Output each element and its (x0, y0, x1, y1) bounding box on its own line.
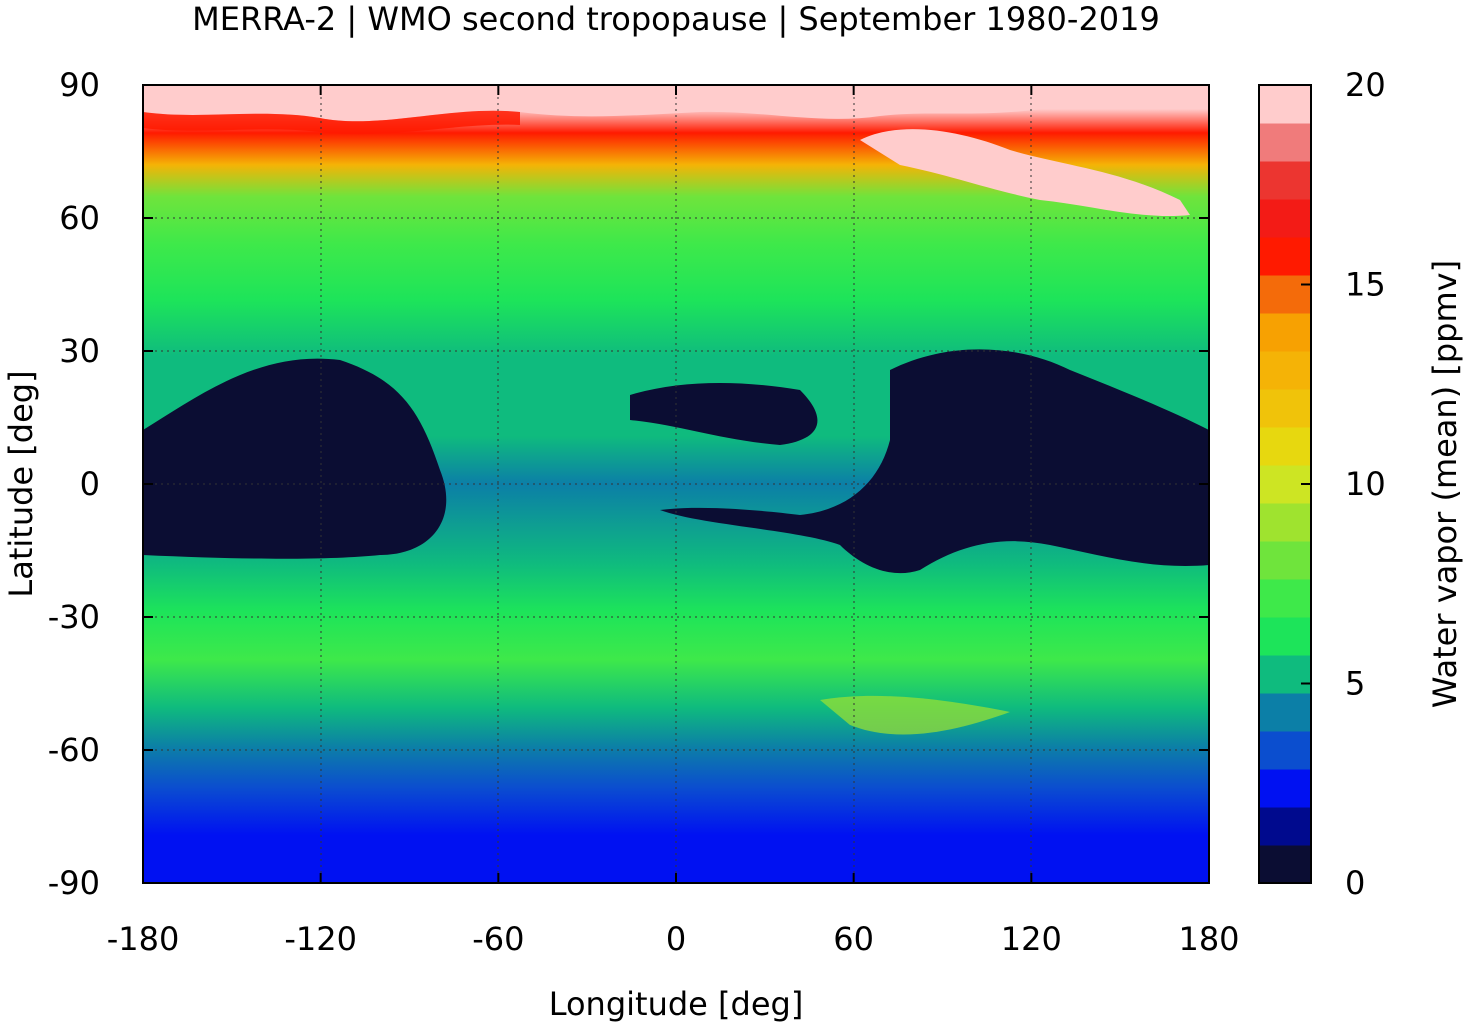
colorbar-tick-label: 5 (1345, 665, 1365, 703)
x-tick-label: 120 (1001, 920, 1062, 958)
y-tick-label: 30 (59, 332, 100, 370)
siberia-high-vapor (860, 129, 1190, 217)
colorbar-swatch (1259, 85, 1311, 124)
colorbar-swatch (1259, 541, 1311, 580)
colorbar-swatch (1259, 845, 1311, 884)
grid (143, 85, 1209, 883)
arctic-red-fringe (143, 110, 520, 135)
tropical-dry-band-africa (630, 383, 818, 445)
y-tick-label: -90 (48, 864, 100, 902)
colorbar-tick-label: 10 (1345, 465, 1386, 503)
colorbar-swatch (1259, 275, 1311, 314)
colorbar-swatch (1259, 427, 1311, 466)
colorbar-swatch (1259, 693, 1311, 732)
colorbar-swatch (1259, 769, 1311, 808)
colorbar-axis: 0 5 10 15 20 (1301, 66, 1386, 902)
colorbar-swatch (1259, 807, 1311, 846)
tropical-dry-band-asia (660, 349, 1209, 574)
y-tick-label: -60 (48, 731, 100, 769)
colorbar-swatch (1259, 123, 1311, 162)
colorbar-tick-label: 0 (1345, 864, 1365, 902)
colorbar-swatch (1259, 237, 1311, 276)
colorbar-swatch (1259, 503, 1311, 542)
colorbar-tick-label: 20 (1345, 66, 1386, 104)
x-axis: -180 -120 -60 0 60 120 180 (107, 85, 1240, 958)
x-tick-label: 180 (1178, 920, 1239, 958)
colorbar-swatch (1259, 161, 1311, 200)
x-tick-label: -180 (107, 920, 180, 958)
tropical-dry-band-north (143, 358, 447, 559)
x-tick-label: -120 (284, 920, 357, 958)
y-tick-label: -30 (48, 598, 100, 636)
colorbar (1259, 85, 1311, 884)
colorbar-swatch (1259, 199, 1311, 238)
colorbar-swatch (1259, 731, 1311, 770)
x-axis-label: Longitude [deg] (549, 985, 804, 1023)
southern-ocean-green-streak (820, 695, 1010, 735)
x-tick-label: 0 (666, 920, 686, 958)
y-tick-label: 60 (59, 199, 100, 237)
colorbar-swatch (1259, 389, 1311, 428)
y-tick-label: 0 (80, 465, 100, 503)
colorbar-swatch (1259, 579, 1311, 618)
x-tick-label: -60 (472, 920, 524, 958)
x-tick-label: 60 (833, 920, 874, 958)
colorbar-swatch (1259, 351, 1311, 390)
colorbar-swatch (1259, 313, 1311, 352)
y-axis-label: Latitude [deg] (2, 370, 40, 597)
colorbar-swatch (1259, 617, 1311, 656)
y-tick-label: 90 (59, 66, 100, 104)
y-axis: 90 60 30 0 -30 -60 -90 (48, 66, 1209, 902)
colorbar-swatch (1259, 655, 1311, 694)
colorbar-label: Water vapor (mean) [ppmv] (1426, 260, 1464, 708)
chart-title: MERRA-2 | WMO second tropopause | Septem… (192, 0, 1160, 38)
colorbar-tick-label: 15 (1345, 266, 1386, 304)
